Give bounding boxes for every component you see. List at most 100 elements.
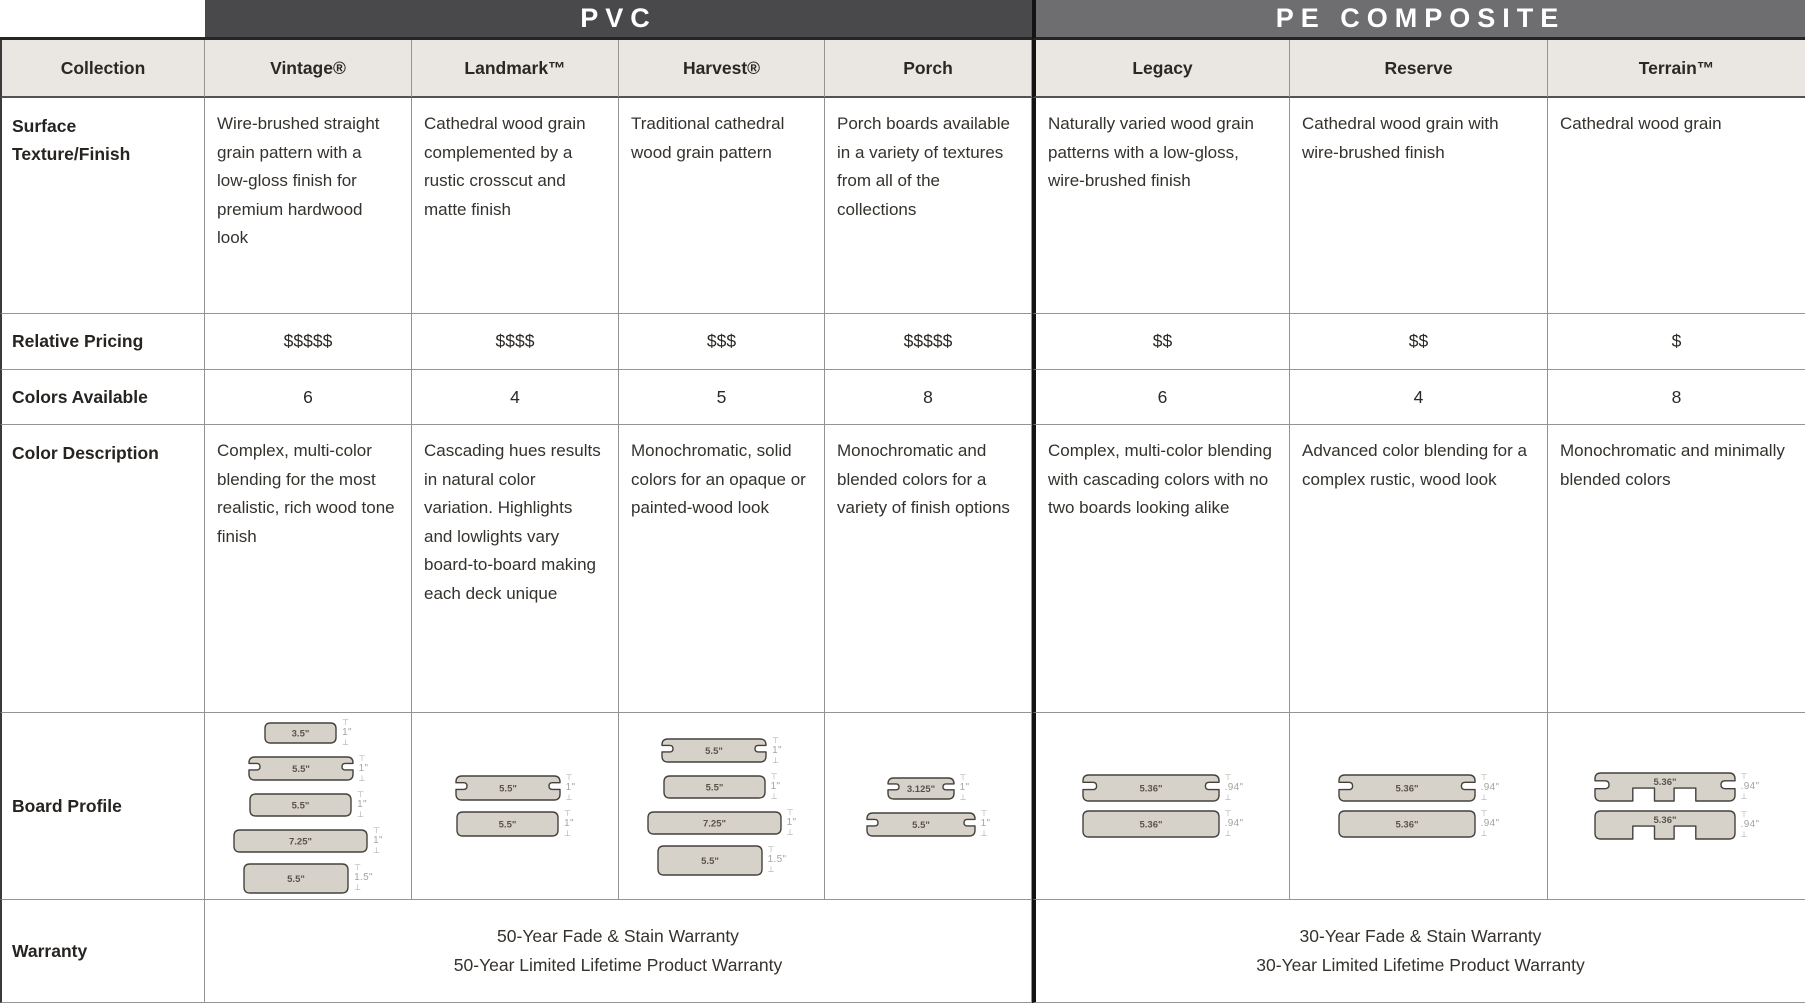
board-thickness-dimension: ⊤ .94" ⊥	[1481, 774, 1500, 802]
vintage-pricing-cell: $$$$$	[205, 314, 412, 370]
dimension-bottom-tick: ⊥	[959, 793, 967, 802]
board-profile-diagram: 5.5" ⊤ 1" ⊥	[662, 772, 781, 801]
reserve-colors-cell: 4	[1290, 370, 1548, 425]
board-cross-section: 5.5"	[243, 862, 349, 894]
terrain-board-profile-cell: 5.36" ⊤ .94" ⊥ 5.36" ⊤ .94" ⊥	[1548, 713, 1805, 900]
board-cross-section: 5.36"	[1081, 774, 1220, 802]
svg-text:5.5": 5.5"	[499, 784, 517, 795]
dimension-value: 1"	[786, 816, 797, 828]
dimension-top-tick: ⊤	[354, 863, 362, 872]
dimension-bottom-tick: ⊥	[786, 827, 794, 837]
board-profile-diagram: 7.25" ⊤ 1" ⊥	[646, 807, 797, 837]
top-left-blank-cell	[0, 0, 205, 40]
harvest-pricing-cell: $$$	[619, 314, 825, 370]
landmark-surface-cell: Cathedral wood grain complemented by a r…	[412, 98, 619, 314]
dimension-value: 1"	[959, 782, 970, 793]
board-cross-section: 7.25"	[646, 810, 782, 835]
dimension-value: 1"	[980, 818, 991, 829]
dimension-bottom-tick: ⊥	[565, 793, 573, 802]
dimension-value: 1"	[357, 798, 367, 810]
dimension-top-tick: ⊤	[786, 807, 794, 817]
reserve-surface-cell: Cathedral wood grain with wire-brushed f…	[1290, 98, 1548, 314]
column-header-porch: Porch	[825, 40, 1032, 98]
board-profile-diagram: 5.5" ⊤ 1" ⊥	[865, 810, 991, 838]
column-header-vintage: Vintage®	[205, 40, 412, 98]
harvest-colors-cell: 5	[619, 370, 825, 425]
dimension-value: .94"	[1740, 781, 1760, 792]
harvest-description-cell: Monochromatic, solid colors for an opaqu…	[619, 425, 825, 713]
row-label-colors-available: Colors Available	[0, 370, 205, 425]
terrain-pricing-cell: $	[1548, 314, 1805, 370]
pvc-section-header: PVC	[205, 0, 1032, 40]
board-thickness-dimension: ⊤ 1" ⊥	[772, 735, 782, 765]
pe-warranty-cell: 30-Year Fade & Stain Warranty 30-Year Li…	[1032, 900, 1805, 1003]
dimension-top-tick: ⊤	[1480, 773, 1488, 782]
board-cross-section: 5.5"	[865, 811, 976, 837]
board-profile-diagram: 5.36" ⊤ .94" ⊥	[1337, 774, 1500, 802]
svg-text:5.5": 5.5"	[292, 800, 310, 811]
harvest-board-profile-cell: 5.5" ⊤ 1" ⊥ 5.5" ⊤ 1" ⊥ 7.25" ⊤ 1" ⊥ 5.5" ⊤ 1.5" ⊥	[619, 713, 825, 900]
dimension-value: 1"	[564, 818, 574, 829]
board-profile-diagram: 5.5" ⊤ 1.5" ⊥	[243, 862, 373, 894]
dimension-top-tick: ⊤	[980, 809, 988, 818]
vintage-board-profile-cell: 3.5" ⊤ 1" ⊥ 5.5" ⊤ 1" ⊥ 5.5" ⊤ 1" ⊥ 7.25" ⊤ 1" ⊥ 5.5" ⊤ 1.…	[205, 713, 412, 900]
porch-colors-cell: 8	[825, 370, 1032, 425]
dimension-bottom-tick: ⊥	[1224, 829, 1232, 838]
board-profile-diagram: 5.36" ⊤ .94" ⊥	[1593, 810, 1760, 840]
board-cross-section: 5.36"	[1593, 810, 1736, 840]
board-cross-section: 7.25"	[233, 828, 368, 853]
dimension-bottom-tick: ⊥	[358, 773, 366, 783]
board-cross-section: 5.36"	[1593, 772, 1736, 802]
pvc-warranty-line1: 50-Year Fade & Stain Warranty	[497, 926, 739, 946]
dimension-bottom-tick: ⊥	[1480, 793, 1488, 802]
board-thickness-dimension: ⊤ 1" ⊥	[357, 790, 367, 819]
column-header-terrain: Terrain™	[1548, 40, 1805, 98]
row-label-color-description: Color Description	[0, 425, 205, 713]
dimension-bottom-tick: ⊥	[564, 829, 572, 838]
board-cross-section: 5.5"	[249, 792, 352, 817]
board-thickness-dimension: ⊤ .94" ⊥	[1225, 774, 1244, 802]
dimension-bottom-tick: ⊥	[772, 755, 780, 765]
dimension-top-tick: ⊤	[772, 735, 780, 745]
board-profile-diagram: 5.5" ⊤ 1" ⊥	[249, 790, 367, 819]
board-thickness-dimension: ⊤ 1" ⊥	[566, 774, 576, 802]
board-cross-section: 3.5"	[264, 721, 337, 744]
dimension-value: 1"	[772, 744, 782, 756]
svg-text:7.25": 7.25"	[289, 836, 312, 847]
pe-composite-section-label: PE COMPOSITE	[1275, 3, 1566, 33]
porch-surface-cell: Porch boards available in a variety of t…	[825, 98, 1032, 314]
legacy-pricing-cell: $$	[1032, 314, 1290, 370]
board-cross-section: 3.125"	[886, 776, 955, 800]
dimension-value: .94"	[1224, 818, 1244, 829]
row-label-surface-texture: Surface Texture/Finish	[0, 98, 205, 314]
dimension-top-tick: ⊤	[342, 717, 350, 727]
vintage-colors-cell: 6	[205, 370, 412, 425]
row-label-relative-pricing: Relative Pricing	[0, 314, 205, 370]
board-profile-diagram: 7.25" ⊤ 1" ⊥	[233, 826, 383, 855]
board-cross-section: 5.36"	[1081, 810, 1220, 838]
board-thickness-dimension: ⊤ 1" ⊥	[342, 717, 352, 747]
dimension-value: 1"	[565, 782, 576, 793]
board-thickness-dimension: ⊤ 1" ⊥	[564, 810, 574, 838]
reserve-board-profile-cell: 5.36" ⊤ .94" ⊥ 5.36" ⊤ .94" ⊥	[1290, 713, 1548, 900]
board-thickness-dimension: ⊤ 1" ⊥	[981, 810, 991, 838]
porch-description-cell: Monochromatic and blended colors for a v…	[825, 425, 1032, 713]
svg-text:5.36": 5.36"	[1653, 815, 1676, 826]
terrain-colors-cell: 8	[1548, 370, 1805, 425]
pvc-warranty-cell: 50-Year Fade & Stain Warranty 50-Year Li…	[205, 900, 1032, 1003]
board-thickness-dimension: ⊤ 1" ⊥	[373, 826, 383, 855]
column-header-legacy: Legacy	[1032, 40, 1290, 98]
board-profile-diagram: 5.5" ⊤ 1" ⊥	[456, 810, 574, 838]
board-cross-section: 5.5"	[662, 774, 766, 799]
board-cross-section: 5.5"	[656, 844, 763, 876]
dimension-bottom-tick: ⊥	[342, 737, 350, 747]
svg-text:5.5": 5.5"	[705, 782, 723, 793]
pe-warranty-line1: 30-Year Fade & Stain Warranty	[1299, 926, 1542, 946]
board-profile-diagram: 5.36" ⊤ .94" ⊥	[1593, 772, 1760, 802]
svg-text:5.36": 5.36"	[1653, 777, 1676, 788]
harvest-surface-cell: Traditional cathedral wood grain pattern	[619, 98, 825, 314]
board-thickness-dimension: ⊤ 1" ⊥	[771, 772, 781, 801]
svg-text:5.5": 5.5"	[292, 764, 310, 775]
dimension-top-tick: ⊤	[564, 809, 572, 818]
